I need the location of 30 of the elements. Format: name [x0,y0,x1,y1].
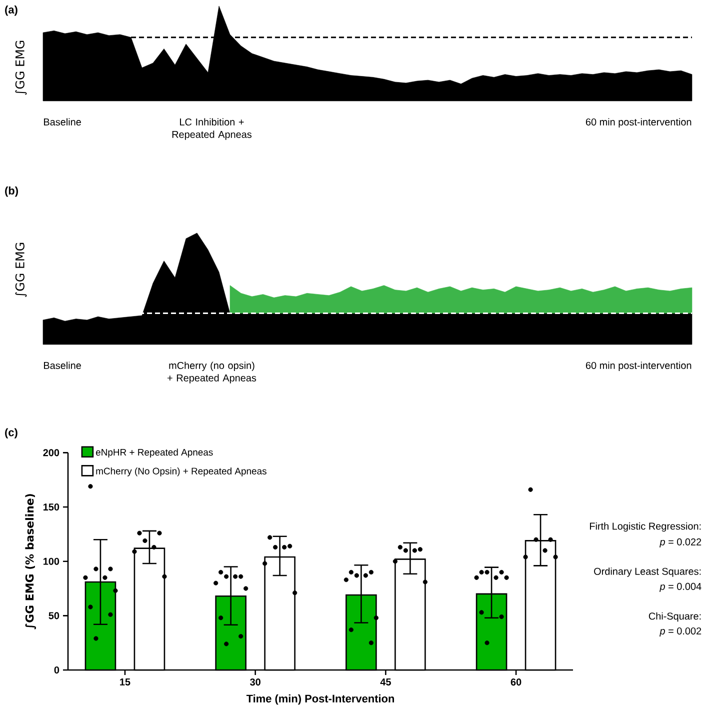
text: Chi-Square: [648,612,701,622]
x-tick-label: 60 [510,678,522,686]
text: p = 0.002 [660,627,702,636]
x-tick-label: 15 [120,678,130,686]
y-tick-label: 100 [43,558,60,565]
chart-title: (b) [5,186,18,197]
text: Baseline [44,118,81,126]
text: LC Inhibition + Repeated Apneas [172,118,252,140]
y-axis-title: ∫GG EMG [15,242,27,297]
text: p = 0.004 [660,582,702,592]
text: 60 min post-intervention [586,362,692,371]
chart-title: (c) [5,428,18,438]
y-tick-label: 200 [43,449,60,456]
y-axis-title: ∫GG EMG [15,40,27,95]
text: 60 min post-intervention [586,118,692,128]
x-axis-title: Time (min) Post-Intervention [246,694,394,705]
y-tick-label: 0 [54,666,60,674]
y-axis-title: ∫GG EMG (% baseline) [25,494,36,630]
text: mCherry (no opsin) + Repeated Apneas [167,362,256,384]
chart-title: (a) [5,6,18,16]
legend-label: mCherry (No Opsin) + Repeated Apneas [96,467,266,476]
x-tick-label: 30 [250,678,260,686]
y-tick-label: 50 [48,612,60,620]
text: p = 0.022 [660,538,702,548]
legend-label: eNpHR + Repeated Apneas [96,448,213,458]
text: Baseline [44,362,81,370]
y-tick-label: 150 [43,503,60,511]
text: Firth Logistic Regression: [590,522,701,532]
x-tick-label: 45 [380,678,391,686]
text: Ordinary Least Squares: [594,568,701,577]
